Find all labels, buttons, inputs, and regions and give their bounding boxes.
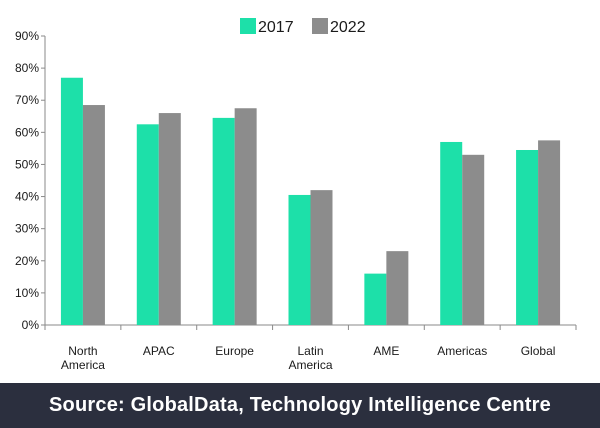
- y-tick-label: 60%: [15, 125, 39, 139]
- x-category-label: AME: [373, 344, 399, 358]
- x-category-label-line: Europe: [215, 344, 254, 358]
- bar-2017: [364, 273, 387, 325]
- bar-2022: [234, 108, 257, 325]
- y-tick-label: 40%: [15, 190, 39, 204]
- x-category-label: Europe: [215, 344, 254, 358]
- legend-label-2022: 2022: [330, 19, 366, 36]
- y-tick-label: 10%: [15, 286, 39, 300]
- source-text: Source: GlobalData, Technology Intellige…: [49, 394, 551, 416]
- x-category-label-line: America: [61, 358, 105, 372]
- y-tick-label: 50%: [15, 157, 39, 171]
- x-category-label: APAC: [143, 344, 175, 358]
- bar-2017: [136, 124, 159, 325]
- legend-label-2017: 2017: [258, 19, 294, 36]
- legend-swatch-2017: [240, 18, 256, 34]
- x-category-label: Americas: [437, 344, 487, 358]
- x-category-label: Global: [521, 344, 556, 358]
- x-category-label: North America: [61, 344, 105, 372]
- y-tick-label: 80%: [15, 61, 39, 75]
- bar-2022: [538, 140, 561, 325]
- x-category-label-line: North: [68, 344, 97, 358]
- x-category-label-line: AME: [373, 344, 399, 358]
- legend-swatch-2022: [312, 18, 328, 34]
- bar-2017: [212, 117, 235, 325]
- bar-2022: [82, 105, 105, 326]
- bar-2022: [158, 113, 181, 325]
- bar-2017: [516, 149, 539, 325]
- x-category-label-line: America: [288, 358, 332, 372]
- x-category-label: Latin America: [288, 344, 332, 372]
- chart-area: 0% 10% 20% 30% 40% 50% 60% 70% 80% 90% North Americ…: [15, 18, 577, 372]
- bar-2022: [310, 190, 333, 325]
- x-category-label-line: Americas: [437, 344, 487, 358]
- y-tick-label: 20%: [15, 254, 39, 268]
- y-tick-label: 30%: [15, 222, 39, 236]
- x-category-label-line: Global: [521, 344, 556, 358]
- source-footer: Source: GlobalData, Technology Intellige…: [0, 383, 600, 428]
- bar-2022: [462, 154, 485, 325]
- bar-2017: [60, 77, 83, 325]
- x-category-label-line: APAC: [143, 344, 175, 358]
- bar-2022: [386, 251, 409, 325]
- y-tick-label: 0%: [22, 318, 40, 332]
- x-category-label-line: Latin: [297, 344, 323, 358]
- y-tick-label: 70%: [15, 93, 39, 107]
- y-tick-label: 90%: [15, 29, 39, 43]
- bar-2017: [288, 194, 311, 325]
- bar-2017: [440, 141, 463, 325]
- bar-chart: 0%10%20%30%40%50%60%70%80%90%North Americ…: [15, 18, 577, 372]
